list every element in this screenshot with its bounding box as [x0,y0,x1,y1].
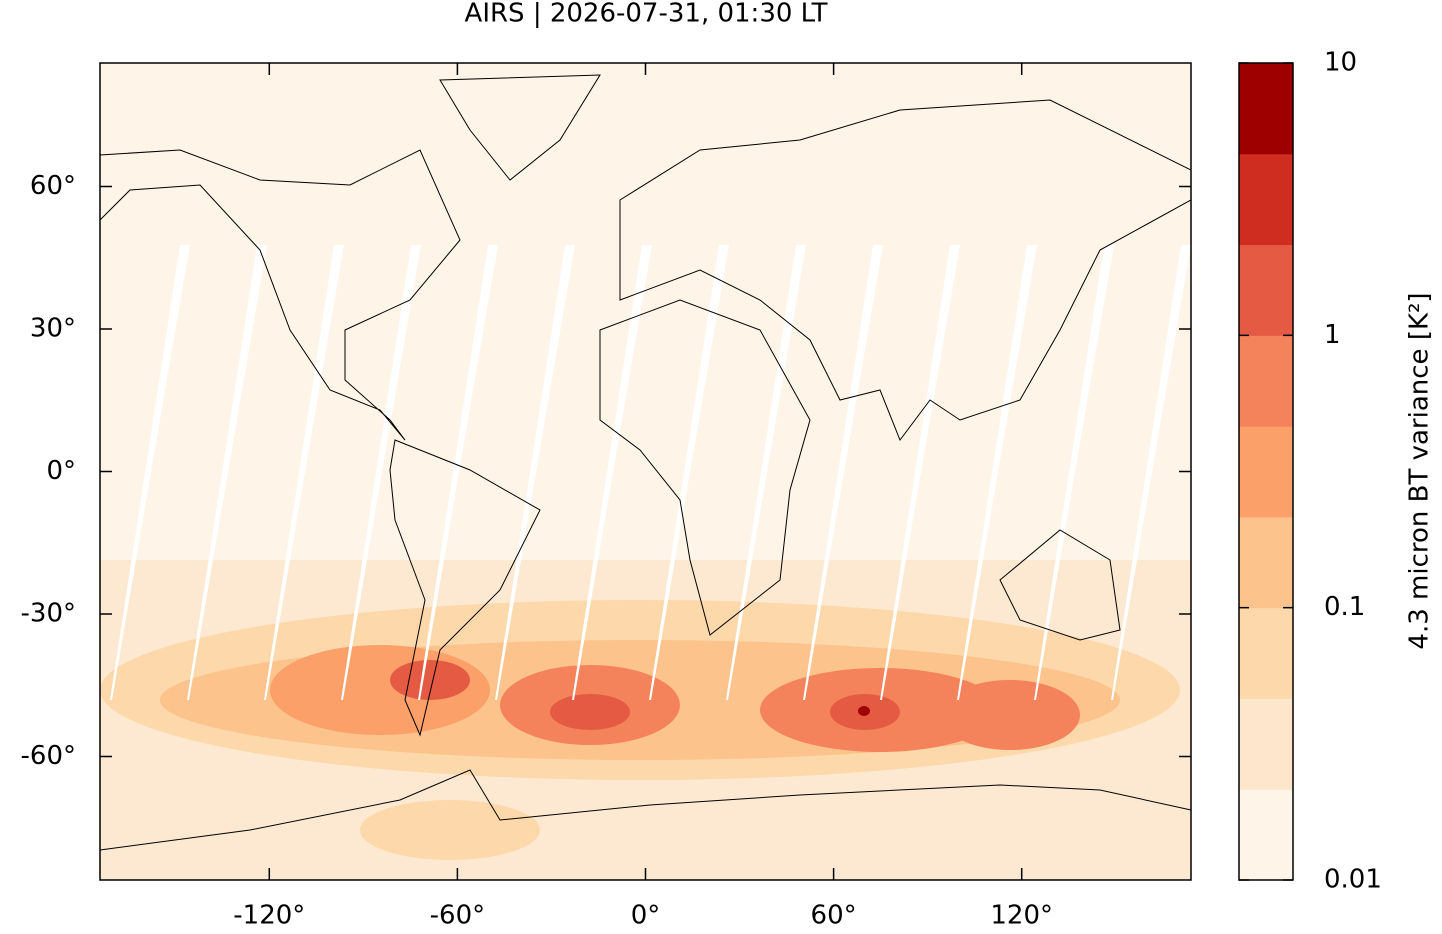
colorbar-tick-label: 0.01 [1324,865,1382,895]
colorbar-tick-label: 0.1 [1324,592,1365,622]
colorbar-tick-label: 1 [1324,320,1341,350]
y-tick-label: 0° [46,456,76,486]
swath-gap [803,245,883,700]
colorbar-band [1239,607,1293,699]
colorbar-tick-label: 10 [1324,48,1357,78]
y-tick-label: 30° [30,314,76,344]
swath-gap [880,245,960,700]
variance-field [100,63,1191,880]
swath-gap [495,245,575,700]
swath-gap [418,245,498,700]
colorbar-band [1239,516,1293,609]
colorbar-band [1239,63,1293,155]
x-tick-label: 0° [631,901,661,931]
y-tick-label: -30° [21,599,76,629]
colorbar-band [1239,244,1293,336]
x-tick-label: 120° [990,901,1053,931]
colorbar-frame [1238,62,1294,881]
colorbar-label: 4.3 micron BT variance [K²] [1405,292,1435,649]
swath-gap [726,245,806,700]
y-tick-label: 60° [30,171,76,201]
colorbar-band [1239,335,1293,427]
coastlines [99,74,1192,851]
colorbar [1239,63,1293,881]
swath-gap [957,245,1037,700]
colorbar-band [1239,698,1293,790]
swath-gap [341,245,421,700]
x-tick-label: -60° [430,901,485,931]
swath-gap [649,245,729,700]
swath-gap [110,245,190,700]
swath-gap [1034,245,1114,700]
colorbar-band [1239,426,1293,518]
map-title: AIRS | 2026-07-31, 01:30 LT [465,0,828,29]
swath-gap [264,245,344,700]
swath-gap [187,245,267,700]
x-tick-label: -120° [233,901,305,931]
colorbar-band [1239,153,1293,246]
x-tick-label: 60° [811,901,857,931]
swath-gap [572,245,652,700]
colorbar-band [1239,789,1293,881]
y-tick-label: -60° [21,741,76,771]
swath-gap [1111,245,1191,700]
data-gaps [110,245,1191,700]
